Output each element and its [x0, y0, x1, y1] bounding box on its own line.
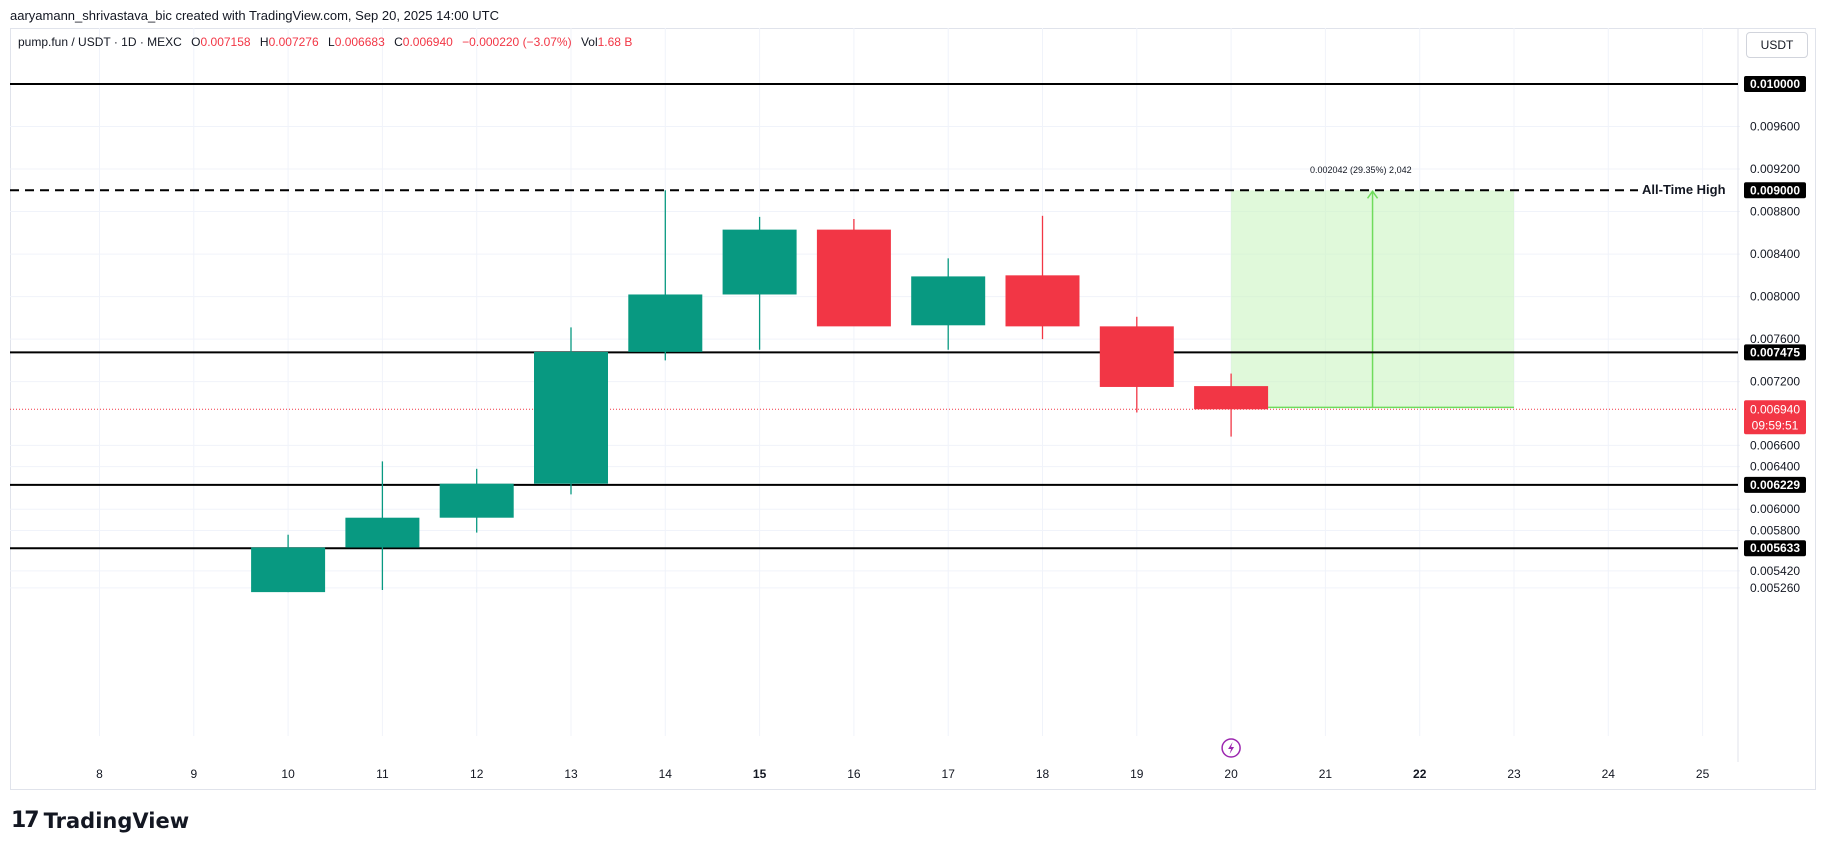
- level-price-text: 0.009000: [1750, 183, 1800, 197]
- y-tick-label: 0.006000: [1750, 502, 1800, 516]
- y-tick-label: 0.005260: [1750, 581, 1800, 595]
- x-tick-label: 12: [470, 767, 484, 781]
- level-price-tag: [1744, 76, 1806, 92]
- level-price-text: 0.010000: [1750, 77, 1800, 91]
- low-key: L: [328, 35, 335, 49]
- y-tick-label: 0.006400: [1750, 460, 1800, 474]
- x-tick-label: 8: [96, 767, 103, 781]
- measure-label: 0.002042 (29.35%) 2,042: [1310, 165, 1412, 175]
- time-axis: 8 9 10 11 12 13 14 15 16 17 18 19 20 21 22 23 24 25: [96, 767, 1709, 781]
- x-tick-label: 19: [1130, 767, 1144, 781]
- level-price-tag: [1744, 344, 1806, 361]
- all-time-high-label: All-Time High: [1642, 182, 1726, 197]
- x-tick-label: 10: [281, 767, 295, 781]
- candle-body: [911, 276, 986, 326]
- close-key: C: [394, 35, 403, 49]
- y-tick-label: 0.006600: [1750, 438, 1800, 452]
- x-tick-label: 25: [1696, 767, 1710, 781]
- symbol-name[interactable]: pump.fun / USDT · 1D · MEXC: [18, 35, 182, 49]
- candle-body: [628, 294, 703, 352]
- low-value: 0.006683: [334, 35, 385, 49]
- current-price-text: 0.006940: [1750, 402, 1800, 416]
- lightning-icon: [1228, 742, 1235, 754]
- high-value: 0.007276: [268, 35, 319, 49]
- symbol-legend: pump.fun / USDT · 1D · MEXC O0.007158 H0…: [18, 35, 632, 49]
- level-price-text: 0.006229: [1750, 478, 1800, 492]
- x-tick-label: 13: [564, 767, 578, 781]
- x-tick-label: 9: [190, 767, 197, 781]
- x-tick-label: 23: [1507, 767, 1521, 781]
- y-tick-label: 0.009200: [1750, 162, 1800, 176]
- open-key: O: [191, 35, 201, 49]
- x-tick-label: 22: [1413, 767, 1427, 781]
- candle-body: [1099, 326, 1174, 387]
- open-value: 0.007158: [200, 35, 251, 49]
- price-range-measure: [1231, 190, 1514, 409]
- candle-body: [722, 229, 797, 295]
- y-tick-label: 0.005800: [1750, 523, 1800, 537]
- y-tick-label: 0.007200: [1750, 375, 1800, 389]
- candle-body: [439, 483, 514, 518]
- price-axis: 0.009600 0.009200 0.008800 0.008400 0.008000…: [1750, 120, 1800, 595]
- candles: [251, 190, 1269, 593]
- close-value: 0.006940: [402, 35, 453, 49]
- x-tick-label: 17: [942, 767, 956, 781]
- tradingview-logo-icon: 17: [11, 808, 40, 833]
- currency-button[interactable]: USDT: [1746, 32, 1808, 58]
- x-tick-label: 21: [1319, 767, 1333, 781]
- y-tick-label: 0.008000: [1750, 290, 1800, 304]
- x-tick-label: 14: [659, 767, 673, 781]
- level-price-text: 0.007475: [1750, 345, 1800, 359]
- countdown-text: 09:59:51: [1752, 418, 1799, 432]
- change-value: −0.000220 (−3.07%): [462, 35, 572, 49]
- price-tags: 0.010000 0.009000 0.007475 0.006229 0.005633…: [1744, 76, 1806, 557]
- measure-arrow-head: [1366, 190, 1379, 199]
- candle-body: [345, 517, 420, 548]
- y-tick-label: 0.008400: [1750, 247, 1800, 261]
- x-tick-label: 18: [1036, 767, 1050, 781]
- level-price-tag: [1744, 540, 1806, 557]
- candle-body: [534, 351, 608, 484]
- x-tick-label: 20: [1224, 767, 1238, 781]
- y-tick-label: 0.005420: [1750, 564, 1800, 578]
- x-tick-label: 15: [753, 767, 767, 781]
- candle-body: [251, 547, 326, 593]
- currency-label: USDT: [1760, 38, 1794, 52]
- candle-body: [816, 229, 891, 327]
- volume-key: Vol: [580, 35, 598, 49]
- level-price-tag: [1744, 476, 1806, 493]
- candle-body: [1194, 386, 1269, 410]
- level-price-text: 0.005633: [1750, 541, 1800, 555]
- x-tick-label: 16: [847, 767, 861, 781]
- y-tick-label: 0.007600: [1750, 332, 1800, 346]
- y-tick-label: 0.008800: [1750, 205, 1800, 219]
- level-price-tag: [1744, 182, 1806, 199]
- logo-text: TradingView: [43, 808, 190, 833]
- current-price-tag: [1744, 400, 1806, 435]
- high-key: H: [259, 35, 269, 49]
- chart-caption: aaryamann_shrivastava_bic created with T…: [10, 8, 499, 23]
- x-tick-label: 24: [1602, 767, 1616, 781]
- y-tick-label: 0.009600: [1750, 120, 1800, 134]
- volume-value: 1.68 B: [597, 35, 633, 49]
- candle-body: [1005, 275, 1080, 327]
- tradingview-logo[interactable]: 17 TradingView: [11, 808, 189, 833]
- event-marker: [1221, 738, 1241, 758]
- x-tick-label: 11: [376, 767, 389, 781]
